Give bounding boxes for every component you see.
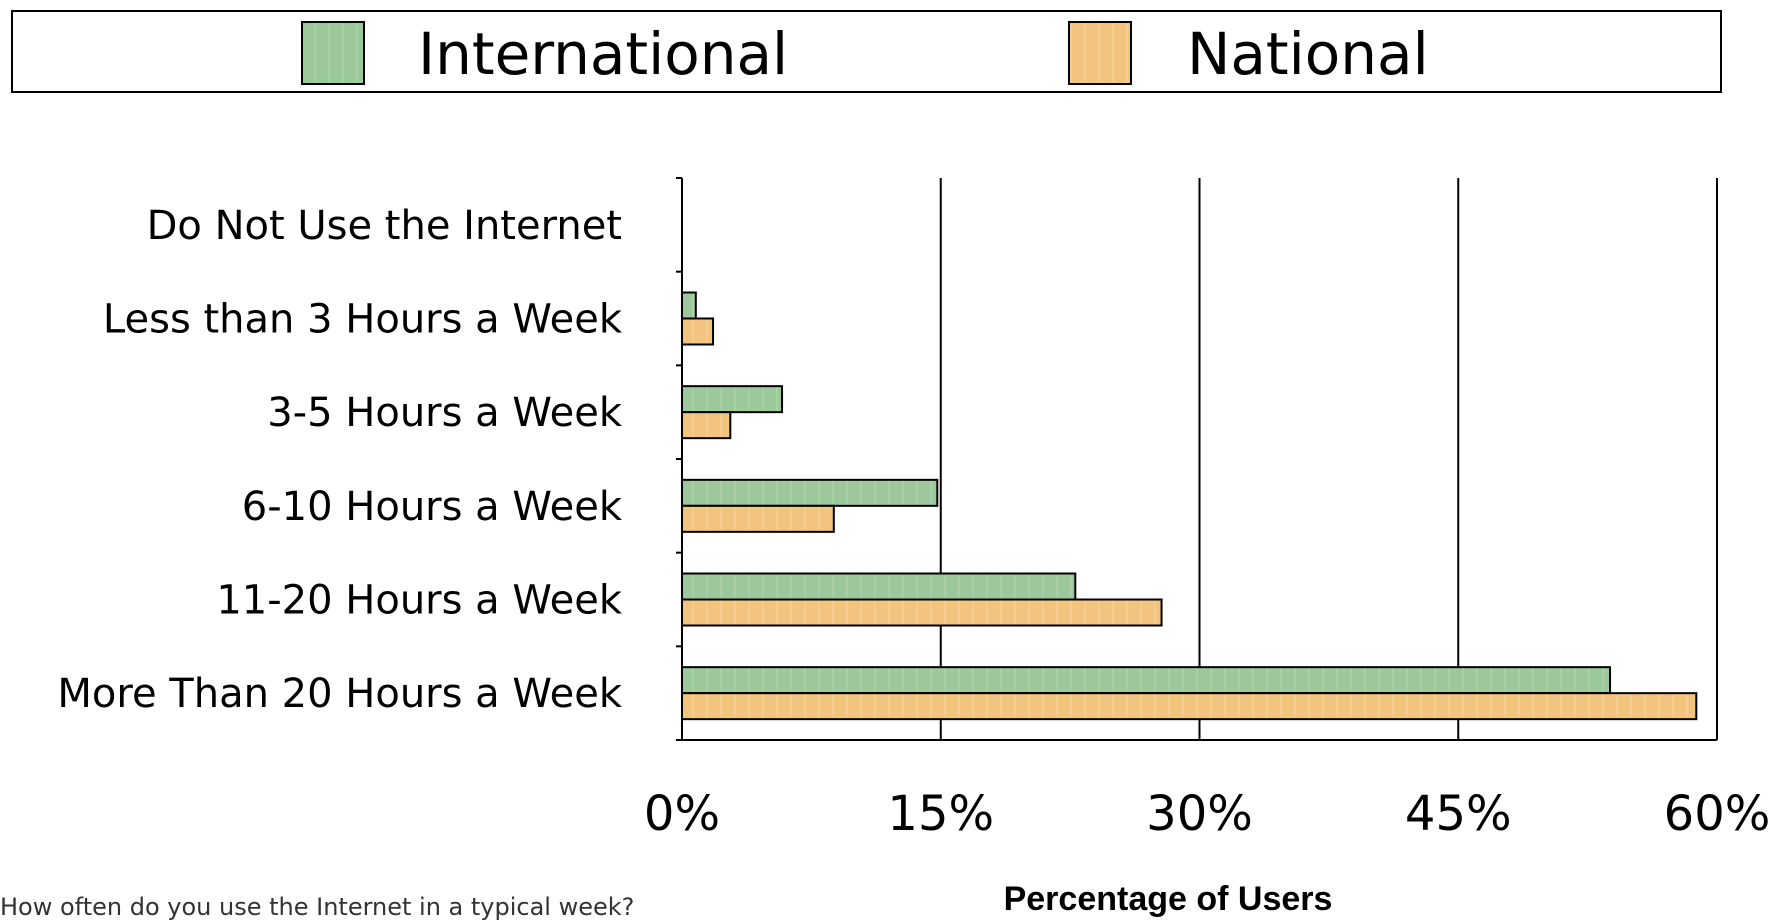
category-label: Do Not Use the Internet bbox=[147, 203, 622, 249]
x-tick-label: 30% bbox=[1146, 786, 1253, 842]
bar-international-1 bbox=[681, 291, 697, 320]
bar-national-5 bbox=[681, 692, 1698, 721]
x-tick-label: 60% bbox=[1664, 786, 1771, 842]
x-tick-labels: 0% 15% 30% 45% 60% bbox=[644, 786, 1770, 842]
legend-frame bbox=[11, 10, 1722, 93]
gridlines bbox=[939, 178, 1718, 740]
bar-international-5 bbox=[681, 666, 1612, 695]
x-tick-label: 45% bbox=[1405, 786, 1512, 842]
bar-national-2 bbox=[681, 411, 732, 440]
bar-national-1 bbox=[681, 317, 715, 346]
category-label: More Than 20 Hours a Week bbox=[57, 671, 622, 717]
x-axis-label: Percentage of Users bbox=[1004, 880, 1333, 917]
category-label: 3-5 Hours a Week bbox=[267, 390, 623, 436]
x-tick-label: 0% bbox=[644, 786, 720, 842]
legend-label-international: International bbox=[418, 20, 788, 88]
legend-label-national: National bbox=[1187, 20, 1429, 88]
bar-international-4 bbox=[681, 572, 1077, 601]
category-label: 11-20 Hours a Week bbox=[216, 578, 623, 624]
category-label: 6-10 Hours a Week bbox=[242, 484, 623, 530]
legend-swatch-national bbox=[1068, 21, 1132, 85]
category-label: Less than 3 Hours a Week bbox=[103, 297, 623, 343]
bar-national-3 bbox=[681, 504, 835, 533]
legend: International National bbox=[11, 10, 1722, 93]
x-tick-label: 15% bbox=[887, 786, 994, 842]
question-text: How often do you use the Internet in a t… bbox=[0, 893, 635, 921]
bar-international-2 bbox=[681, 385, 784, 414]
bars bbox=[681, 291, 1698, 721]
bar-international-3 bbox=[681, 478, 939, 507]
bar-national-4 bbox=[681, 598, 1163, 627]
axes bbox=[676, 177, 1717, 741]
category-labels: Do Not Use the Internet Less than 3 Hours… bbox=[57, 203, 622, 717]
legend-swatch-international bbox=[301, 21, 365, 85]
